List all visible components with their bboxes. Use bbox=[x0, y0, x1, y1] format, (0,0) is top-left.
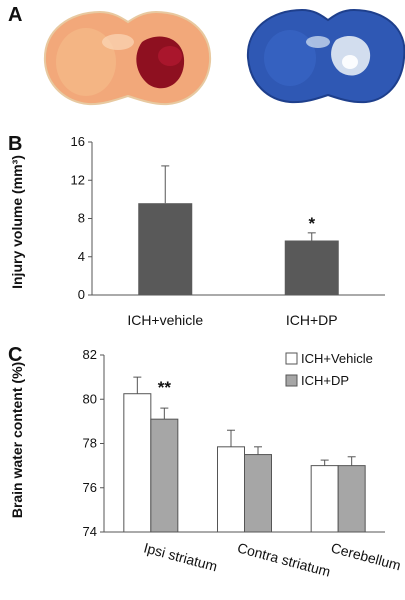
panel-a-label: A bbox=[8, 4, 23, 26]
x-category-label: Contra striatum bbox=[236, 539, 333, 579]
y-tick-label: 0 bbox=[78, 287, 85, 302]
bar bbox=[244, 454, 272, 533]
chart-b-plot: 0 4 8 12 16 ICH+vehicle * ICH+DP bbox=[71, 134, 385, 328]
bar bbox=[284, 240, 339, 295]
chart-c-y-axis-title: Brain water content (%) bbox=[9, 362, 25, 518]
bar bbox=[217, 446, 245, 533]
y-tick-label: 80 bbox=[83, 391, 97, 406]
bar bbox=[337, 465, 366, 533]
x-category-label: Cerebellum bbox=[329, 539, 402, 573]
y-tick-label: 74 bbox=[83, 524, 97, 539]
significance-marker: ** bbox=[158, 378, 172, 397]
significance-marker: * bbox=[308, 214, 315, 233]
legend-label: ICH+Vehicle bbox=[301, 351, 373, 366]
y-tick-label: 8 bbox=[78, 211, 85, 226]
x-category-label: Ipsi striatum bbox=[142, 539, 219, 574]
brain-water-chart: Brain water content (%) 74 76 78 80 82 ** Ipsi… bbox=[9, 347, 403, 580]
luxol-ventricle bbox=[306, 36, 330, 48]
panel-b-label: B bbox=[8, 133, 23, 155]
ttc-left-hemisphere-shade bbox=[56, 28, 116, 96]
ttc-lesion-core bbox=[158, 46, 182, 66]
luxol-brain-section bbox=[246, 8, 405, 104]
panel-c-label: C bbox=[8, 344, 23, 366]
bar bbox=[310, 465, 339, 533]
bar bbox=[123, 393, 152, 533]
legend-swatch bbox=[285, 374, 298, 387]
bar bbox=[138, 203, 193, 295]
y-tick-label: 4 bbox=[78, 249, 85, 264]
panel-a-images bbox=[43, 8, 405, 106]
ttc-ventricle bbox=[102, 34, 134, 50]
luxol-left-hemisphere-shade bbox=[264, 30, 316, 86]
y-tick-label: 12 bbox=[71, 172, 85, 187]
x-category-label: ICH+vehicle bbox=[127, 312, 203, 328]
y-tick-label: 16 bbox=[71, 134, 85, 149]
x-category-label: ICH+DP bbox=[286, 312, 338, 328]
injury-volume-chart: Injury volume (mm³) 0 4 8 12 16 ICH+vehicle * I… bbox=[9, 134, 385, 328]
legend-swatch bbox=[285, 352, 298, 365]
y-tick-label: 76 bbox=[83, 480, 97, 495]
chart-b-y-axis-title: Injury volume (mm³) bbox=[9, 155, 25, 289]
luxol-lesion-core bbox=[342, 55, 358, 69]
chart-c-plot: 74 76 78 80 82 ** Ipsi striatum Contra striatum… bbox=[83, 347, 403, 580]
bar bbox=[150, 418, 179, 533]
legend-label: ICH+DP bbox=[301, 373, 349, 388]
y-tick-label: 78 bbox=[83, 436, 97, 451]
y-tick-label: 82 bbox=[83, 347, 97, 362]
ttc-brain-section bbox=[43, 10, 212, 106]
